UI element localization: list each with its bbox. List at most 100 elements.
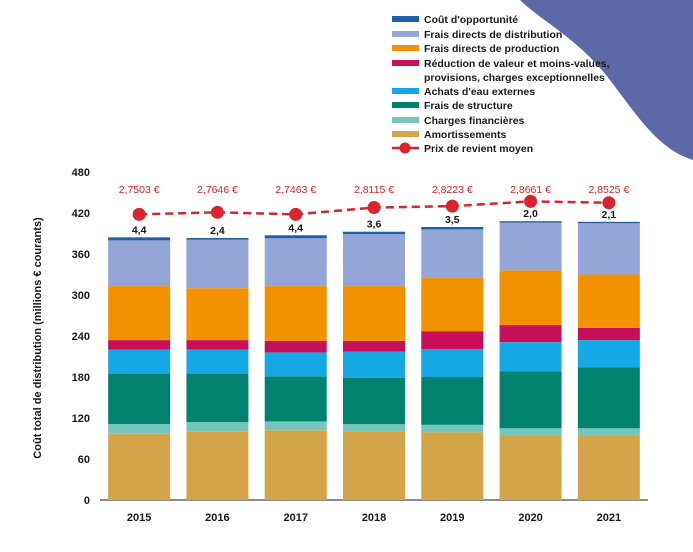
bar-segment (577, 327, 640, 341)
bar-segment (343, 424, 405, 432)
legend-label: Achats d'eau externes (424, 86, 535, 98)
price-label: 2,7646 € (197, 184, 238, 196)
x-tick-label: 2017 (283, 512, 307, 524)
bar-segment (421, 227, 484, 230)
y-tick-label: 180 (72, 372, 90, 384)
legend-swatch (392, 102, 419, 108)
bar-segment (264, 238, 327, 287)
bar-segment (343, 286, 405, 341)
bar-segment (264, 286, 327, 341)
price-label: 2,8223 € (432, 184, 473, 196)
x-axis: 2015 2016 2017 2018 2019 2020 2021 (127, 512, 621, 524)
bar-segment (343, 340, 405, 352)
bar-segment (186, 431, 249, 500)
bar-top-label: 2,0 (523, 208, 538, 220)
bar-segment (421, 377, 484, 425)
price-label: 2,8115 € (354, 184, 394, 196)
bar-segment (499, 371, 562, 429)
bar-segment (108, 433, 171, 500)
bar-segment (186, 239, 249, 289)
bar-top-label: 4,4 (288, 222, 303, 234)
bar-segment (499, 325, 562, 343)
bar-segment (108, 373, 171, 425)
bar-segment (186, 373, 249, 423)
bar-segment (343, 231, 405, 235)
bar-segment (577, 340, 640, 368)
legend-label: Frais directs de distribution (424, 29, 562, 41)
price-line: 2,7503 € 2,7646 € 2,7463 € 2,8115 € 2,8223 €… (119, 184, 629, 221)
price-label: 2,7463 € (275, 184, 316, 196)
bar-segment (343, 377, 405, 425)
bar-segment (343, 351, 405, 378)
legend-label: Charges financières (424, 115, 525, 127)
bar-segment (108, 237, 171, 241)
bar-segment (186, 422, 249, 432)
y-tick-label: 0 (84, 495, 90, 507)
legend-swatch (392, 117, 419, 123)
bar-segment (577, 367, 640, 429)
legend-label: Réduction de valeur et moins-values, (424, 58, 610, 70)
y-tick-label: 360 (72, 249, 90, 261)
bar-top-label: 3,5 (445, 214, 460, 226)
bar-segment (264, 235, 327, 239)
y-tick-label: 60 (78, 454, 90, 466)
x-tick-label: 2016 (205, 512, 229, 524)
price-point (602, 196, 616, 210)
price-point (289, 207, 303, 221)
bar-segment (499, 270, 562, 326)
corner-decoration (520, 0, 693, 160)
bar-segment (343, 431, 405, 500)
bar-segment (421, 348, 484, 377)
legend-swatch (392, 16, 419, 22)
bar-segment (421, 432, 484, 500)
price-point (367, 201, 381, 215)
legend-label: provisions, charges exceptionnelles (424, 72, 605, 84)
x-tick-label: 2015 (127, 512, 151, 524)
price-point (132, 207, 146, 221)
legend-label: Frais directs de production (424, 43, 559, 55)
top-labels: 4,4 2,4 4,4 3,6 3,5 2,0 2,1 (132, 208, 616, 237)
bars (108, 221, 640, 500)
bar-segment (577, 274, 640, 328)
bar-segment (108, 424, 171, 434)
bar-segment (108, 340, 171, 350)
bar-segment (108, 349, 171, 374)
bar-segment (499, 222, 562, 271)
bar-segment (186, 288, 249, 341)
bar-segment (264, 421, 327, 431)
bar-segment (499, 342, 562, 372)
bar-segment (577, 435, 640, 500)
y-tick-label: 420 (72, 208, 90, 220)
bar-segment (264, 352, 327, 377)
bar-segment (421, 229, 484, 278)
bar-top-label: 2,4 (210, 225, 225, 237)
price-point (524, 194, 538, 208)
bar-top-label: 4,4 (132, 224, 147, 236)
legend-marker (399, 142, 411, 154)
bar-segment (577, 223, 640, 275)
y-tick-label: 300 (72, 290, 90, 302)
price-label: 2,7503 € (119, 184, 160, 196)
bar-segment (421, 331, 484, 349)
legend-label: Amortissements (424, 129, 506, 141)
legend-swatch (392, 45, 419, 51)
price-label: 2,8525 € (588, 184, 629, 196)
legend-swatch (392, 60, 419, 66)
price-point (445, 199, 459, 213)
bar-segment (421, 277, 484, 332)
y-tick-label: 120 (72, 413, 90, 425)
bar-segment (186, 349, 249, 374)
bar-segment (186, 238, 249, 240)
x-tick-label: 2018 (362, 512, 386, 524)
bar-segment (264, 430, 327, 500)
bar-segment (264, 340, 327, 353)
bar-segment (186, 340, 249, 350)
y-tick-label: 240 (72, 331, 90, 343)
bar-top-label: 2,1 (602, 209, 617, 221)
legend-swatch (392, 131, 419, 137)
legend-label: Frais de structure (424, 100, 513, 112)
bar-segment (577, 428, 640, 436)
price-label: 2,8661 € (510, 184, 551, 196)
x-tick-label: 2020 (518, 512, 542, 524)
legend-label: Coût d'opportunité (424, 14, 518, 26)
